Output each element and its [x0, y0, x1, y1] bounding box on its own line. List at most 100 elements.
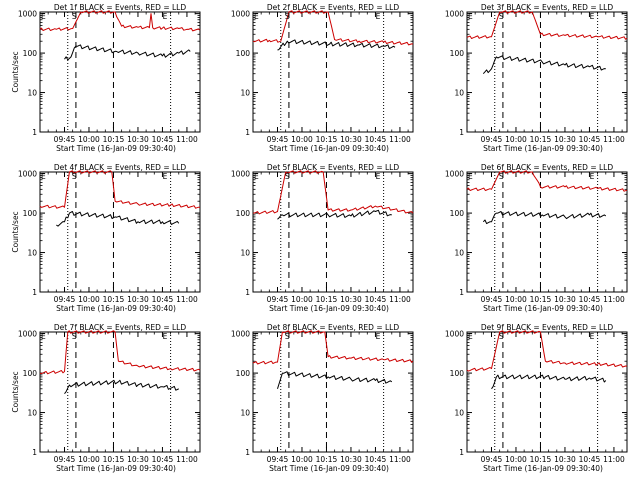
chart-2: 1 10 100 1000 09:45 10:00 10:15 10:30 10:45 11:00…: [231, 3, 414, 153]
chart-title: Det 3f BLACK = Events, RED = LLD: [481, 3, 614, 12]
chart-9: 1 10 100 1000 09:45 10:00 10:15 10:30 10:45 11:00…: [445, 323, 628, 473]
chart-8: 1 10 100 1000 09:45 10:00 10:15 10:30 10:45 11:00…: [231, 323, 414, 473]
y-tick-label: 10: [27, 89, 37, 98]
y-tick-label: 1: [32, 288, 37, 297]
x-tick-label: 10:45: [152, 455, 174, 464]
x-tick-label: 10:30: [340, 135, 362, 144]
x-axis-label: Start Time (16-Jan-09 09:30:40): [269, 304, 389, 313]
x-tick-label: 10:45: [579, 455, 601, 464]
end-marker-label: E: [590, 172, 595, 181]
x-tick-label: 10:00: [291, 295, 313, 304]
lld-series-line: [252, 10, 414, 46]
x-tick-label: 10:30: [340, 295, 362, 304]
y-tick-label: 10: [454, 409, 464, 418]
x-tick-label: 10:00: [78, 135, 100, 144]
x-tick-label: 10:15: [530, 135, 552, 144]
x-tick-label: 09:45: [481, 455, 503, 464]
y-tick-label: 1: [245, 448, 250, 457]
end-marker-label: E: [590, 12, 595, 21]
chart-4: 1 10 100 1000 09:45 10:00 10:15 10:30 10:45 11:00…: [11, 163, 201, 313]
plot-frame: [39, 331, 201, 453]
x-tick-label: 10:30: [554, 135, 576, 144]
y-tick-label: 10: [454, 89, 464, 98]
chart-title: Det 4f BLACK = Events, RED = LLD: [54, 163, 187, 172]
x-tick-label: 10:15: [103, 295, 125, 304]
left-edge-marker-label: E: [41, 332, 46, 341]
y-tick-label: 100: [23, 369, 38, 378]
y-tick-label: 10: [27, 249, 37, 258]
chart-title: Det 1f BLACK = Events, RED = LLD: [54, 3, 187, 12]
x-axis-label: Start Time (16-Jan-09 09:30:40): [483, 144, 603, 153]
x-axis-label: Start Time (16-Jan-09 09:30:40): [269, 464, 389, 473]
x-tick-label: 10:15: [530, 455, 552, 464]
y-tick-label: 1000: [18, 330, 37, 339]
lld-series-line: [466, 10, 628, 40]
left-edge-marker-label: E: [468, 12, 473, 21]
x-tick-label: 10:15: [316, 135, 338, 144]
x-tick-label: 10:30: [340, 455, 362, 464]
lld-series-line: [39, 170, 201, 209]
x-tick-label: 10:30: [554, 295, 576, 304]
plot-frame: [252, 331, 414, 453]
x-tick-label: 10:45: [152, 295, 174, 304]
x-tick-label: 11:00: [176, 455, 198, 464]
plot-frame: [252, 11, 414, 133]
plot-frame: [466, 331, 628, 453]
plot-frame: [466, 171, 628, 293]
x-tick-label: 10:00: [505, 455, 527, 464]
x-tick-label: 10:30: [127, 295, 149, 304]
x-tick-label: 09:45: [481, 135, 503, 144]
x-axis-label: Start Time (16-Jan-09 09:30:40): [56, 144, 176, 153]
events-series-line: [56, 211, 180, 227]
x-tick-label: 11:00: [389, 455, 411, 464]
x-tick-label: 11:00: [176, 135, 198, 144]
x-tick-label: 10:00: [78, 455, 100, 464]
lld-series-line: [252, 170, 414, 215]
end-marker-label: E: [163, 332, 168, 341]
left-edge-marker-label: E: [254, 172, 259, 181]
plot-frame: [466, 11, 628, 133]
y-axis-label: Counts/sec: [11, 51, 20, 92]
events-series-line: [482, 211, 607, 225]
y-tick-label: 1000: [18, 170, 37, 179]
x-tick-label: 10:30: [127, 455, 149, 464]
events-series-line: [64, 44, 191, 61]
x-tick-label: 10:15: [530, 295, 552, 304]
chart-7: 1 10 100 1000 09:45 10:00 10:15 10:30 10:45 11:00…: [11, 323, 201, 473]
left-edge-marker-label: E: [468, 332, 473, 341]
x-axis-label: Start Time (16-Jan-09 09:30:40): [483, 304, 603, 313]
x-tick-label: 09:45: [267, 295, 289, 304]
y-tick-label: 100: [450, 209, 465, 218]
x-tick-label: 10:45: [152, 135, 174, 144]
x-tick-label: 11:00: [603, 455, 625, 464]
x-tick-label: 10:15: [316, 455, 338, 464]
chart-title: Det 8f BLACK = Events, RED = LLD: [267, 323, 400, 332]
events-series-line: [64, 379, 180, 395]
y-tick-label: 10: [240, 89, 250, 98]
lld-series-line: [39, 10, 201, 32]
lld-series-line: [39, 330, 201, 375]
plot-frame: [252, 171, 414, 293]
x-axis-label: Start Time (16-Jan-09 09:30:40): [56, 304, 176, 313]
left-edge-marker-label: E: [41, 172, 46, 181]
y-tick-label: 1000: [445, 170, 464, 179]
events-series-line: [277, 209, 392, 220]
x-tick-label: 09:45: [267, 455, 289, 464]
x-tick-label: 10:45: [365, 295, 387, 304]
end-marker-label: E: [376, 172, 381, 181]
x-tick-label: 10:30: [554, 455, 576, 464]
x-tick-label: 10:00: [505, 135, 527, 144]
y-tick-label: 100: [236, 209, 251, 218]
x-tick-label: 10:15: [103, 135, 125, 144]
events-series-line: [482, 55, 606, 75]
x-tick-label: 10:00: [291, 455, 313, 464]
lld-series-line: [466, 170, 628, 192]
lld-series-line: [466, 330, 628, 372]
y-tick-label: 10: [27, 409, 37, 418]
start-marker-label: S: [499, 12, 504, 21]
start-marker-label: S: [285, 332, 290, 341]
events-series-line: [277, 371, 393, 389]
start-marker-label: S: [499, 172, 504, 181]
